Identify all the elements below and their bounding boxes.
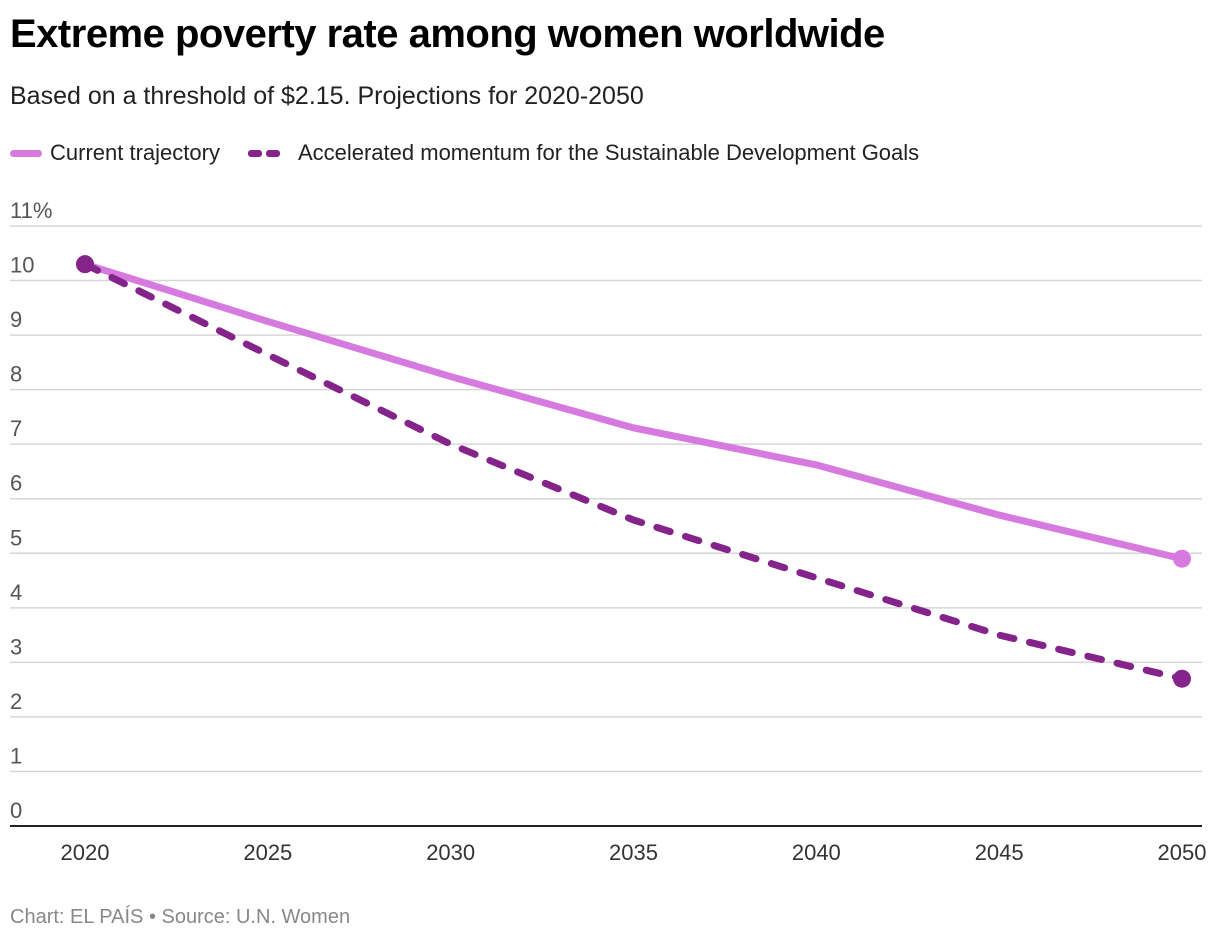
y-tick-label: 5 — [10, 525, 22, 550]
x-tick-label: 2030 — [426, 840, 475, 865]
y-tick-label: 2 — [10, 689, 22, 714]
x-tick-label: 2050 — [1158, 840, 1207, 865]
y-tick-label: 11% — [10, 198, 52, 223]
x-tick-label: 2040 — [792, 840, 841, 865]
data-point-marker — [76, 255, 94, 274]
x-tick-label: 2045 — [975, 840, 1024, 865]
y-tick-label: 6 — [10, 471, 22, 496]
legend-label: Accelerated momentum for the Sustainable… — [297, 140, 920, 165]
chart-source: Chart: EL PAÍS • Source: U.N. Women — [10, 906, 351, 928]
legend: Current trajectory Accelerated momentum … — [10, 140, 947, 166]
y-tick-label: 1 — [10, 743, 22, 768]
y-tick-label: 9 — [10, 307, 22, 332]
y-tick-label: 3 — [10, 634, 22, 659]
data-point-marker — [1173, 549, 1191, 568]
legend-swatch-solid — [10, 149, 42, 157]
legend-swatch-dashed — [247, 149, 280, 157]
x-tick-label: 2025 — [243, 840, 292, 865]
chart-title: Extreme poverty rate among women worldwi… — [10, 12, 885, 56]
series-line-current — [81, 260, 1186, 563]
series-line-accelerated — [81, 260, 1186, 683]
y-tick-label: 4 — [10, 580, 22, 605]
x-tick-label: 2020 — [61, 840, 110, 865]
chart-subtitle: Based on a threshold of $2.15. Projectio… — [10, 82, 644, 110]
x-tick-label: 2035 — [609, 840, 658, 865]
y-tick-label: 0 — [10, 798, 22, 823]
legend-label: Current trajectory — [50, 140, 220, 165]
legend-item-accelerated: Accelerated momentum for the Sustainable… — [247, 140, 920, 166]
y-tick-label: 8 — [10, 362, 22, 387]
y-tick-label: 10 — [10, 253, 34, 278]
y-tick-label: 7 — [10, 416, 22, 441]
data-point-marker — [1173, 669, 1191, 688]
legend-item-current: Current trajectory — [10, 140, 220, 166]
